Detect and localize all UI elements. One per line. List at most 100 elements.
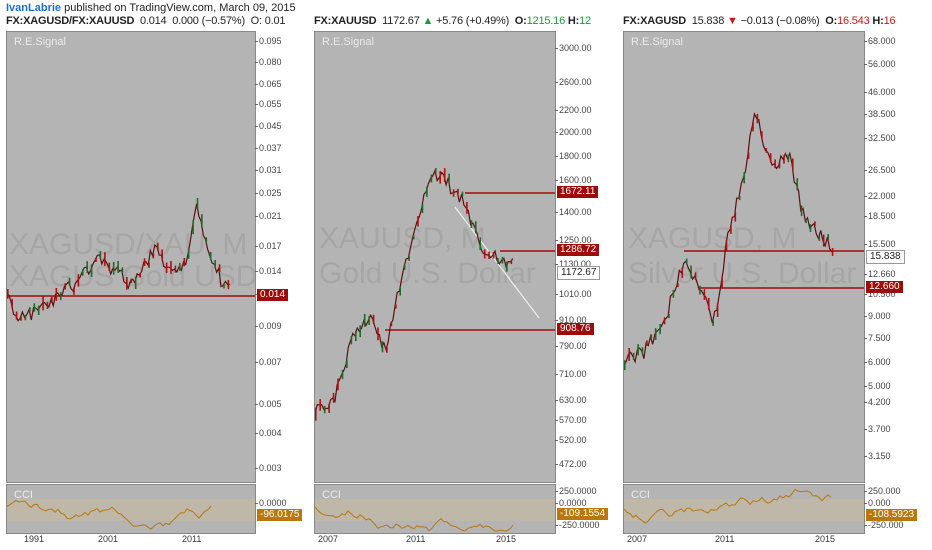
price-tick-label: 0.014 <box>255 266 282 276</box>
price-tick-label: 0.031 <box>255 165 282 175</box>
price-level-tag: 1286.72 <box>557 244 600 256</box>
cci-label: CCI <box>14 489 33 501</box>
price-tick-label: 0.005 <box>255 399 282 409</box>
price-tick-label: 10.500 <box>864 289 896 299</box>
price-axis[interactable]: 68.000 56.000 46.000 38.500 32.500 26.500 22.0… <box>864 31 928 481</box>
watermark-desc: Silver U.S. Dollar <box>628 257 857 290</box>
price-tick-label: 0.007 <box>255 357 282 367</box>
price-level-tag: 1172.67 <box>557 266 601 280</box>
cci-label: CCI <box>322 489 341 501</box>
cci-axis: 250.0000 0.0000 -250.0000 -109.1554 <box>555 484 620 532</box>
price-tick-label: 22.000 <box>864 191 896 201</box>
watermark-desc: XAGUS Gold USD <box>9 260 256 293</box>
price-tick-label: 0.025 <box>255 188 282 198</box>
price-tick-label: 2200.00 <box>555 105 592 115</box>
cci-axis: 0.0000 -96.0175 <box>255 484 311 532</box>
publish-info: published on TradingView.com, March 09, … <box>61 2 296 14</box>
price-tick-label: 4.200 <box>864 397 891 407</box>
price-tick-label: 0.009 <box>255 321 282 331</box>
price-tick-label: 1400.00 <box>555 207 592 217</box>
price-tick-label: 26.500 <box>864 165 896 175</box>
cci-pane: CCI <box>314 484 556 534</box>
cci-value-tag: -108.5923 <box>866 509 918 521</box>
cci-series <box>315 499 555 532</box>
price-tick-label: 12.660 <box>864 269 896 279</box>
price-tick-label: 0.045 <box>255 121 282 131</box>
watermark-symbol: XAUUSD, M <box>319 222 486 255</box>
symbol-header: FX:XAGUSD 15.838 ▼ −0.013 (−0.08%) O:16.… <box>623 15 896 27</box>
price-tick-label: 0.055 <box>255 99 282 109</box>
price-tick-label: 1010.00 <box>555 289 592 299</box>
cci-series <box>7 499 255 530</box>
price-tick-label: 0.004 <box>255 428 282 438</box>
price-tick-label: 0.021 <box>255 211 282 221</box>
chart-panel-silver: FX:XAGUSD 15.838 ▼ −0.013 (−0.08%) O:16.… <box>623 14 928 548</box>
down-arrow-icon: ▼ <box>727 15 738 27</box>
indicator-label: R.E.Signal <box>14 36 66 48</box>
price-tick-label: 46.000 <box>864 87 896 97</box>
price-level-tag: 0.014 <box>257 289 289 301</box>
indicator-label: R.E.Signal <box>322 36 374 48</box>
price-level-tag: 908.76 <box>557 323 594 335</box>
price-tick-label: 15.500 <box>864 239 896 249</box>
price-tick-label: 472.00 <box>555 459 587 469</box>
price-tick-label: 710.00 <box>555 369 587 379</box>
price-series <box>315 168 555 421</box>
price-level-tag: 12.660 <box>866 281 903 293</box>
price-tick-label: 1800.00 <box>555 151 592 161</box>
price-tick-label: 520.00 <box>555 435 587 445</box>
price-plot[interactable]: R.E.Signal XAGUSD/XAU. M XAGUS Gold USD <box>6 31 256 483</box>
price-tick-label: 1250.00 <box>555 235 592 245</box>
price-plot[interactable]: R.E.Signal XAGUSD, M Silver U.S. Dollar <box>623 31 865 483</box>
price-tick-label: 1600.00 <box>555 175 592 185</box>
price-tick-label: 32.500 <box>864 133 896 143</box>
indicator-label: R.E.Signal <box>631 36 683 48</box>
price-level-tag: 15.838 <box>866 250 905 264</box>
price-series <box>7 198 255 322</box>
price-tick-label: 3.700 <box>864 424 891 434</box>
price-tick-label: 570.00 <box>555 415 587 425</box>
price-tick-label: 9.000 <box>864 311 891 321</box>
time-axis[interactable]: 1991 2001 2011 <box>24 534 202 544</box>
price-tick-label: 0.017 <box>255 241 282 251</box>
price-tick-label: 3000.00 <box>555 43 592 53</box>
cci-pane: CCI <box>623 484 865 534</box>
up-arrow-icon: ▲ <box>422 15 434 27</box>
cci-axis: 250.000 0.000 -250.000 -108.5923 <box>864 484 928 532</box>
price-tick-label: 910.00 <box>555 315 587 325</box>
price-tick-label: 0.003 <box>255 463 282 473</box>
price-tick-label: 630.00 <box>555 395 587 405</box>
price-tick-label: 2600.00 <box>555 77 592 87</box>
price-series <box>624 111 864 371</box>
cci-value-tag: -109.1554 <box>557 508 609 520</box>
price-plot[interactable]: R.E.Signal XAUUSD, M Gold U.S. Dollar <box>314 31 556 483</box>
price-tick-label: 0.065 <box>255 79 282 89</box>
price-tick-label: 0.037 <box>255 143 282 153</box>
symbol-header: FX:XAUUSD 1172.67 ▲ +5.76 (+0.49%) O:121… <box>314 15 591 27</box>
symbol-header: FX:XAGUSD/FX:XAUUSD 0.014 0.000 (−0.57%)… <box>6 15 286 27</box>
publish-header: IvanLabrie published on TradingView.com,… <box>6 2 296 15</box>
cci-value-tag: -96.0175 <box>257 509 303 521</box>
price-tick-label: 3.150 <box>864 451 891 461</box>
price-tick-label: 38.500 <box>864 109 896 119</box>
price-axis[interactable]: 0.095 0.080 0.065 0.055 0.045 0.037 0.031 0.025… <box>255 31 311 481</box>
author-link[interactable]: IvanLabrie <box>6 2 62 14</box>
time-axis[interactable]: 2007 2011 2015 <box>318 534 517 544</box>
price-axis[interactable]: 3000.00 2600.00 2200.00 2000.00 1800.00 1600.… <box>555 31 620 481</box>
cci-series <box>624 488 864 524</box>
price-tick-label: 18.500 <box>864 211 896 221</box>
chart-panel-ratio: FX:XAGUSD/FX:XAUUSD 0.014 0.000 (−0.57%)… <box>6 14 311 548</box>
cci-pane: CCI <box>6 484 256 534</box>
projection-line <box>454 206 540 319</box>
price-tick-label: 6.000 <box>864 357 891 367</box>
chart-panel-gold: FX:XAUUSD 1172.67 ▲ +5.76 (+0.49%) O:121… <box>314 14 620 548</box>
cci-label: CCI <box>631 489 650 501</box>
price-tick-label: 0.080 <box>255 57 282 67</box>
price-tick-label: 0.095 <box>255 36 282 46</box>
price-tick-label: 790.00 <box>555 341 587 351</box>
price-tick-label: 7.500 <box>864 333 891 343</box>
time-axis[interactable]: 2007 2011 2015 <box>627 534 836 544</box>
price-tick-label: 2000.00 <box>555 127 592 137</box>
price-tick-label: 56.000 <box>864 59 896 69</box>
watermark-symbol: XAGUSD/XAU. M <box>9 228 248 261</box>
